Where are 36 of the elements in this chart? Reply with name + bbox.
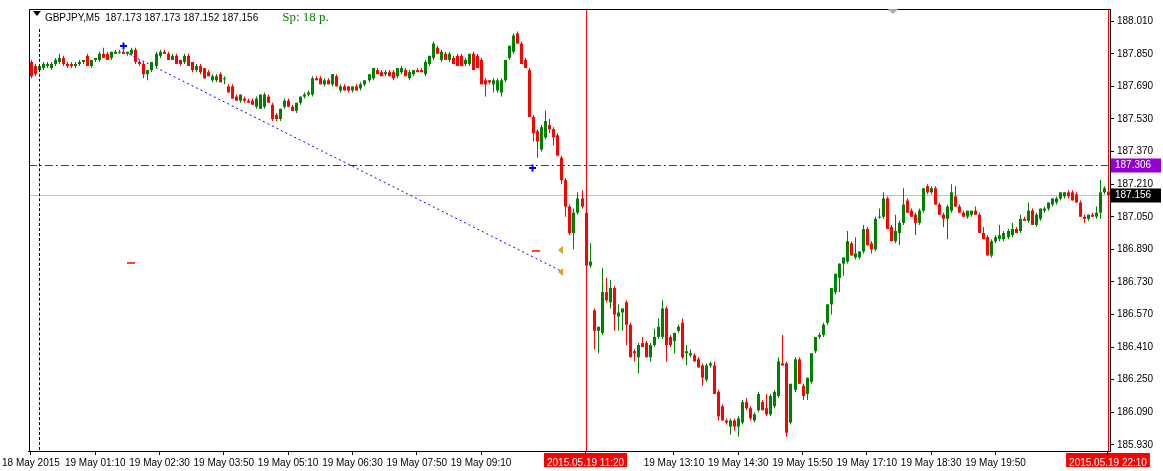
x-tick-label: 19 May 15:50 bbox=[772, 456, 834, 468]
y-tick-label: 187.690 bbox=[1117, 80, 1154, 92]
y-tick-label: 186.570 bbox=[1117, 308, 1154, 320]
x-tick-label: 19 May 01:10 bbox=[64, 456, 126, 468]
y-tick-label: 188.010 bbox=[1117, 14, 1154, 26]
y-tick-label: 186.090 bbox=[1117, 406, 1154, 418]
x-tick-label: 19 May 14:30 bbox=[707, 456, 769, 468]
x-tick-label: 19 May 05:10 bbox=[257, 456, 319, 468]
x-tick-label: 19 May 07:50 bbox=[386, 456, 448, 468]
x-tick-label: 2015.05.19 22:10 bbox=[1069, 456, 1148, 468]
x-tick-label: 19 May 18:30 bbox=[900, 456, 962, 468]
x-tick-label: 19 May 13:10 bbox=[643, 456, 705, 468]
y-tick-label: 185.930 bbox=[1117, 438, 1154, 450]
x-tick-label: 19 May 19:50 bbox=[965, 456, 1027, 468]
y-tick-label: 187.370 bbox=[1117, 145, 1154, 157]
candlestick bbox=[878, 208, 881, 219]
x-tick-label: 19 May 03:50 bbox=[193, 456, 255, 468]
y-tick-label: 186.890 bbox=[1117, 243, 1154, 255]
y-tick-label: 187.850 bbox=[1117, 47, 1154, 59]
x-tick-label: 19 May 17:10 bbox=[836, 456, 898, 468]
x-tick-label: 19 May 09:10 bbox=[450, 456, 512, 468]
x-tick-label: 19 May 02:30 bbox=[129, 456, 191, 468]
y-tick-label: 187.050 bbox=[1117, 210, 1154, 222]
ref-line-label: 187.306 bbox=[1115, 159, 1152, 171]
x-tick-label: 2015.05.19 11:20 bbox=[546, 456, 625, 468]
y-tick-label: 186.250 bbox=[1117, 373, 1154, 385]
ref-line-label: 187.156 bbox=[1115, 189, 1152, 201]
y-tick-label: 186.730 bbox=[1117, 275, 1154, 287]
candlestick bbox=[685, 345, 688, 366]
y-tick-label: 187.210 bbox=[1117, 177, 1154, 189]
x-tick-label: 19 May 06:30 bbox=[322, 456, 384, 468]
x-tick-label: 18 May 2015 bbox=[2, 456, 61, 468]
chart-title: GBPJPY,M5 187.173 187.173 187.152 187.156 bbox=[44, 11, 259, 23]
y-tick-label: 186.410 bbox=[1117, 340, 1154, 352]
y-tick-label: 187.530 bbox=[1117, 112, 1154, 124]
annotation: Sp: 18 p. bbox=[282, 9, 329, 25]
